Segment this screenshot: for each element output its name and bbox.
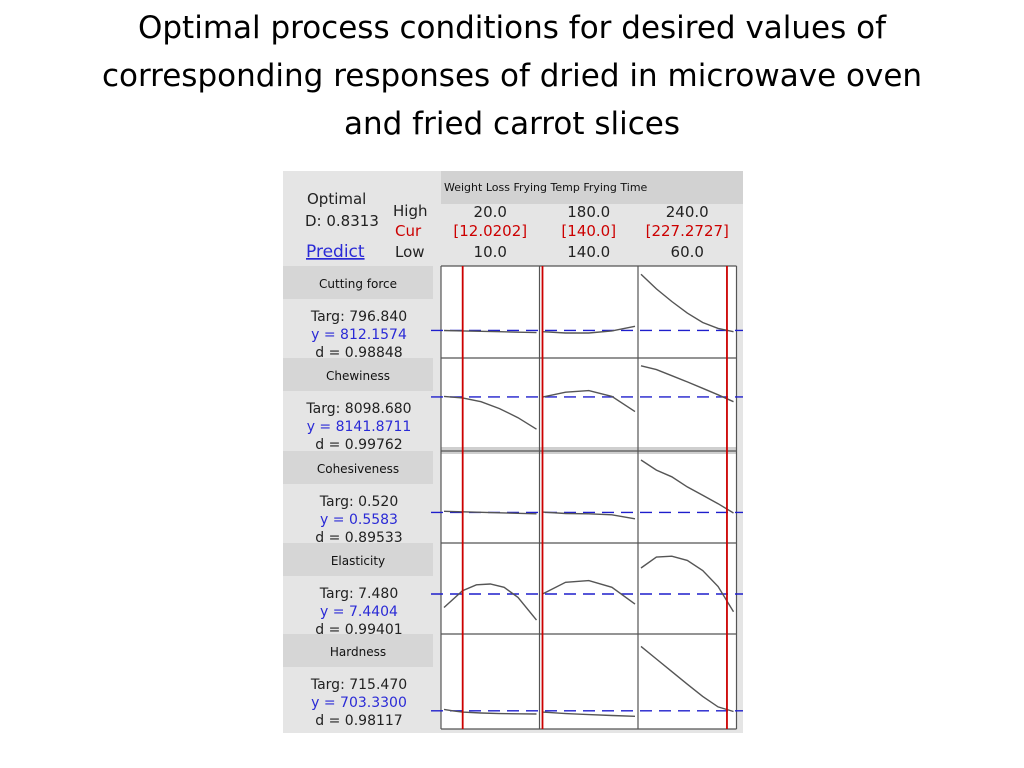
factor-cur-value: [12.0202] (453, 222, 527, 240)
response-target: Targ: 796.840 (310, 309, 407, 325)
response-curve-elasticity (640, 555, 735, 613)
low-label: Low (395, 243, 425, 261)
slide-title-line-1: Optimal process conditions for desired v… (137, 10, 887, 46)
response-name-band (283, 634, 433, 667)
factor-low-value: 60.0 (671, 243, 704, 261)
response-name-band (283, 543, 433, 576)
response-predicted: y = 8141.8711 (307, 419, 412, 435)
response-curve-cutting-force (640, 273, 734, 333)
response-name-band (283, 358, 433, 391)
factor-high-value: 20.0 (474, 203, 507, 221)
high-label: High (393, 202, 427, 220)
response-name-cohesiveness: Cohesiveness (317, 462, 399, 476)
cur-label: Cur (395, 222, 422, 240)
response-predicted: y = 812.1574 (311, 327, 407, 343)
factor-header: Weight Loss Frying Temp Frying Time (444, 181, 648, 194)
factor-high-value: 240.0 (666, 203, 709, 221)
response-name-hardness: Hardness (330, 645, 386, 659)
optimization-plot-svg: Optimal D: 0.8313 Predict High Cur Low Weight … (283, 171, 743, 733)
response-name-chewiness: Chewiness (326, 369, 390, 383)
response-name-band (283, 266, 433, 299)
factor-header-band (441, 171, 743, 204)
response-desirability: d = 0.89533 (315, 530, 402, 546)
response-predicted: y = 7.4404 (320, 604, 398, 620)
response-curve-chewiness (443, 395, 537, 430)
plot-area (441, 266, 737, 729)
factor-cur-value: [140.0] (561, 222, 616, 240)
response-predicted: y = 703.3300 (311, 695, 407, 711)
response-curve-chewiness (640, 365, 734, 403)
response-predicted: y = 0.5583 (320, 512, 398, 528)
response-curve-cohesiveness (542, 511, 636, 520)
optimization-plot: Optimal D: 0.8313 Predict High Cur Low Weight … (283, 171, 743, 733)
slide-title-line-3: and fried carrot slices (344, 106, 680, 142)
slide-title-line-2: corresponding responses of dried in micr… (101, 58, 923, 94)
response-desirability: d = 0.98117 (315, 713, 402, 729)
response-curve-hardness (640, 645, 734, 713)
factor-high-value: 180.0 (567, 203, 610, 221)
response-desirability: d = 0.98848 (315, 345, 402, 361)
response-name-elasticity: Elasticity (331, 554, 385, 568)
response-name-cutting-force: Cutting force (319, 277, 397, 291)
response-name-band (283, 451, 433, 484)
response-curve-cohesiveness (443, 510, 537, 515)
response-curve-hardness (542, 711, 636, 717)
response-target: Targ: 8098.680 (305, 401, 411, 417)
response-target: Targ: 0.520 (319, 494, 398, 510)
response-curve-chewiness (542, 389, 636, 413)
optimal-label: Optimal (307, 190, 366, 208)
factor-cur-value: [227.2727] (646, 222, 729, 240)
response-desirability: d = 0.99762 (315, 437, 402, 453)
response-target: Targ: 7.480 (319, 586, 398, 602)
response-desirability: d = 0.99401 (315, 622, 402, 638)
response-target: Targ: 715.470 (310, 677, 407, 693)
factor-low-value: 10.0 (474, 243, 507, 261)
composite-desirability: D: 0.8313 (305, 212, 379, 230)
slide-title: Optimal process conditions for desired v… (40, 4, 984, 148)
response-curve-hardness (443, 708, 537, 715)
response-curve-elasticity (542, 579, 636, 605)
factor-low-value: 140.0 (567, 243, 610, 261)
response-curve-cutting-force (443, 329, 537, 334)
predict-link: Predict (306, 242, 365, 262)
response-curve-cohesiveness (640, 459, 734, 514)
response-curve-cutting-force (542, 325, 636, 334)
